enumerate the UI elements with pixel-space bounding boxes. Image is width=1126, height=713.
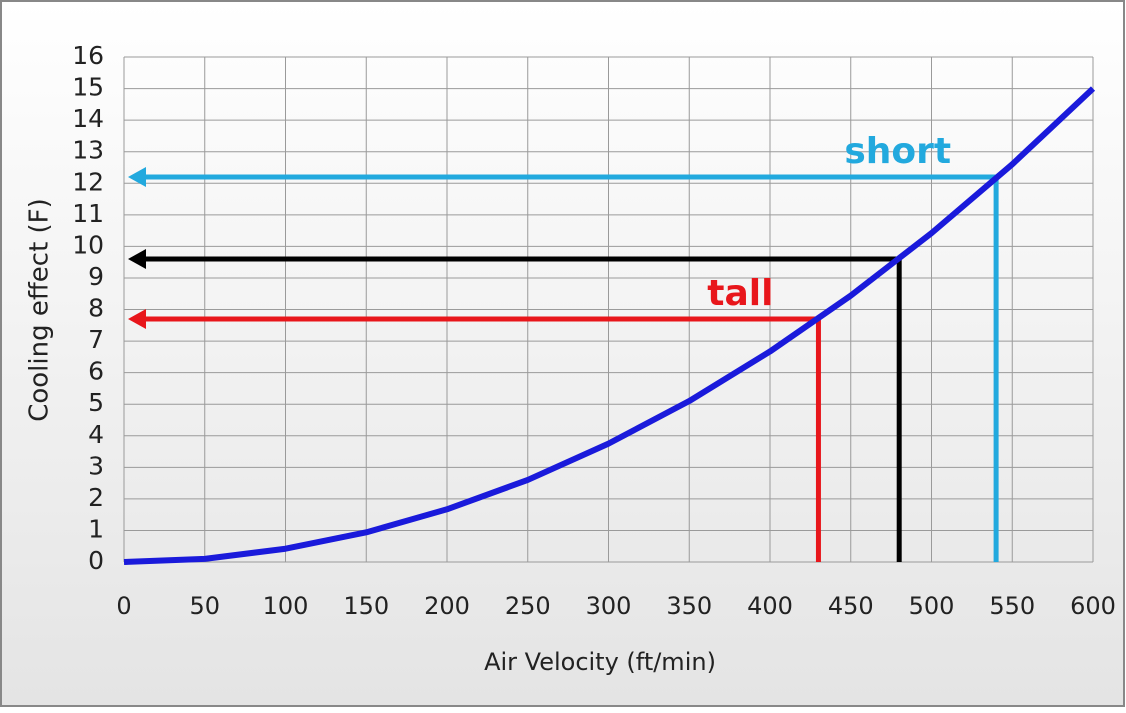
x-tick-label: 400	[747, 592, 793, 620]
y-tick-label: 10	[72, 230, 104, 259]
x-tick-label: 600	[1070, 592, 1116, 620]
y-tick-label: 5	[88, 388, 104, 417]
y-tick-label: 2	[88, 483, 104, 512]
y-tick-label: 4	[88, 420, 104, 449]
y-tick-label: 13	[72, 136, 104, 165]
x-tick-label: 300	[586, 592, 632, 620]
y-tick-label: 15	[72, 73, 104, 102]
arrowhead	[128, 308, 146, 329]
annotation-label: short	[844, 131, 951, 172]
x-tick-label: 200	[424, 592, 470, 620]
x-tick-label: 100	[263, 592, 309, 620]
x-tick-label: 250	[505, 592, 551, 620]
x-tick-label: 150	[343, 592, 389, 620]
x-tick-label: 450	[828, 592, 874, 620]
y-tick-label: 0	[88, 546, 104, 575]
y-tick-label: 12	[72, 167, 104, 196]
annotation-label: tall	[707, 273, 773, 314]
x-tick-label: 500	[909, 592, 955, 620]
y-tick-label: 8	[88, 294, 104, 323]
arrowhead	[128, 166, 146, 187]
arrowhead	[128, 249, 146, 269]
y-axis-label: Cooling effect (F)	[25, 198, 55, 422]
y-tick-label: 7	[88, 325, 104, 354]
y-tick-label: 9	[88, 262, 104, 291]
y-tick-label: 14	[72, 104, 104, 133]
x-tick-label: 50	[189, 592, 220, 620]
y-tick-label: 1	[88, 514, 104, 543]
y-tick-label: 11	[72, 199, 104, 228]
x-tick-label: 350	[666, 592, 712, 620]
x-tick-label: 550	[989, 592, 1035, 620]
curve	[123, 86, 1096, 565]
y-tick-label: 6	[88, 357, 104, 386]
y-tick-label: 16	[72, 41, 104, 70]
y-tick-label: 3	[88, 451, 104, 480]
x-tick-label: 0	[116, 592, 131, 620]
x-axis-label: Air Velocity (ft/min)	[484, 648, 716, 676]
